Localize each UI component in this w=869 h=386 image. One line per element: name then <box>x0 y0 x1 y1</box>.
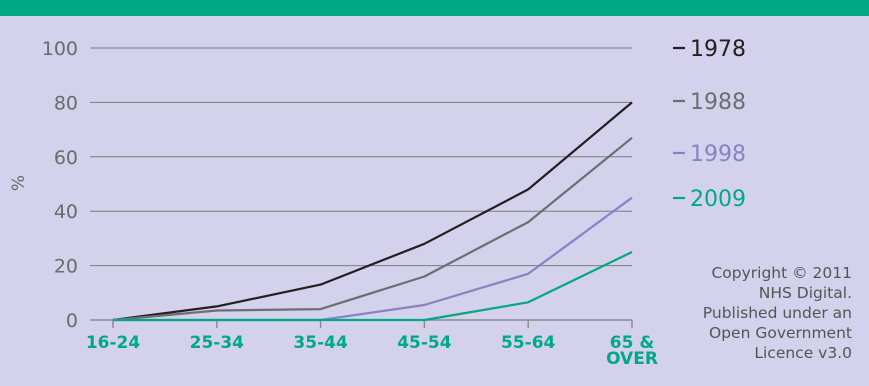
legend-label: 1978 <box>690 37 746 62</box>
y-tick-label: 80 <box>54 92 78 114</box>
x-tick-label: 55-64 <box>501 333 556 353</box>
y-tick-label: 40 <box>54 201 78 223</box>
copyright-line: Open Government <box>709 324 852 342</box>
copyright-line: Published under an <box>702 304 852 322</box>
series-line-1978 <box>112 101 633 322</box>
x-tick-label: 25-34 <box>190 333 245 353</box>
x-tick-label: 16-24 <box>86 333 141 353</box>
gridlines <box>90 47 632 321</box>
series-lines <box>112 101 633 322</box>
x-axis-ticks: 16-24 25-34 35-44 45-54 55-64 65 & OVER <box>86 320 658 369</box>
y-axis-label: % <box>9 175 29 191</box>
legend: 1978 1988 1998 2009 <box>673 37 746 212</box>
series-line-2009 <box>113 251 633 322</box>
y-tick-label: 60 <box>54 147 78 169</box>
copyright-line: Copyright © 2011 <box>711 264 852 282</box>
legend-label: 2009 <box>690 187 746 212</box>
copyright-notice: Copyright © 2011 NHS Digital. Published … <box>652 263 852 363</box>
x-tick-label: 45-54 <box>397 333 452 353</box>
series-line-1988 <box>112 136 633 322</box>
x-tick-label: 65 & OVER <box>606 333 658 369</box>
series-line-1998 <box>113 196 633 322</box>
legend-label: 1998 <box>690 142 746 167</box>
y-tick-label: 0 <box>66 310 78 332</box>
legend-label: 1988 <box>690 90 746 115</box>
x-tick-label: 35-44 <box>293 333 348 353</box>
copyright-line: Licence v3.0 <box>754 344 852 362</box>
header-bar <box>0 0 869 16</box>
copyright-line: NHS Digital. <box>758 284 852 302</box>
y-tick-label: 100 <box>42 38 78 60</box>
y-tick-label: 20 <box>54 256 78 278</box>
y-axis-ticks: 0 20 40 60 80 100 <box>42 38 78 332</box>
